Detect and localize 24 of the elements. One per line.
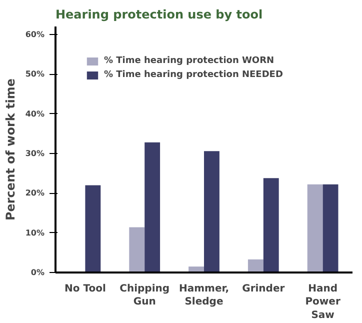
x-tick-label: No Tool (64, 284, 106, 294)
y-tick-label: 30% (25, 148, 45, 158)
bar (129, 227, 145, 272)
x-tick-label: Hand Power Saw (305, 284, 340, 321)
x-tick-label: Grinder (242, 284, 285, 294)
y-tick-label: 20% (25, 188, 45, 198)
x-tick-label: Hammer, Sledge (179, 284, 229, 308)
bar (322, 184, 338, 272)
bar (263, 178, 279, 272)
chart-title: Hearing protection use by tool (56, 8, 263, 22)
y-tick-label: 0% (30, 268, 45, 277)
y-tick-label: 50% (25, 70, 45, 79)
y-tick-label: 60% (25, 30, 45, 39)
y-tick-label: 40% (25, 109, 45, 118)
bar (204, 151, 220, 272)
legend-label: % Time hearing protection NEEDED (104, 70, 283, 80)
bar (144, 142, 160, 272)
x-tick-label: Chipping Gun (120, 284, 170, 308)
bar (85, 185, 101, 272)
bar (307, 184, 323, 272)
legend-label: % Time hearing protection WORN (104, 56, 274, 66)
y-tick-label: 10% (25, 228, 45, 238)
y-axis-title: Percent of work time (3, 78, 18, 221)
bar (248, 259, 264, 272)
